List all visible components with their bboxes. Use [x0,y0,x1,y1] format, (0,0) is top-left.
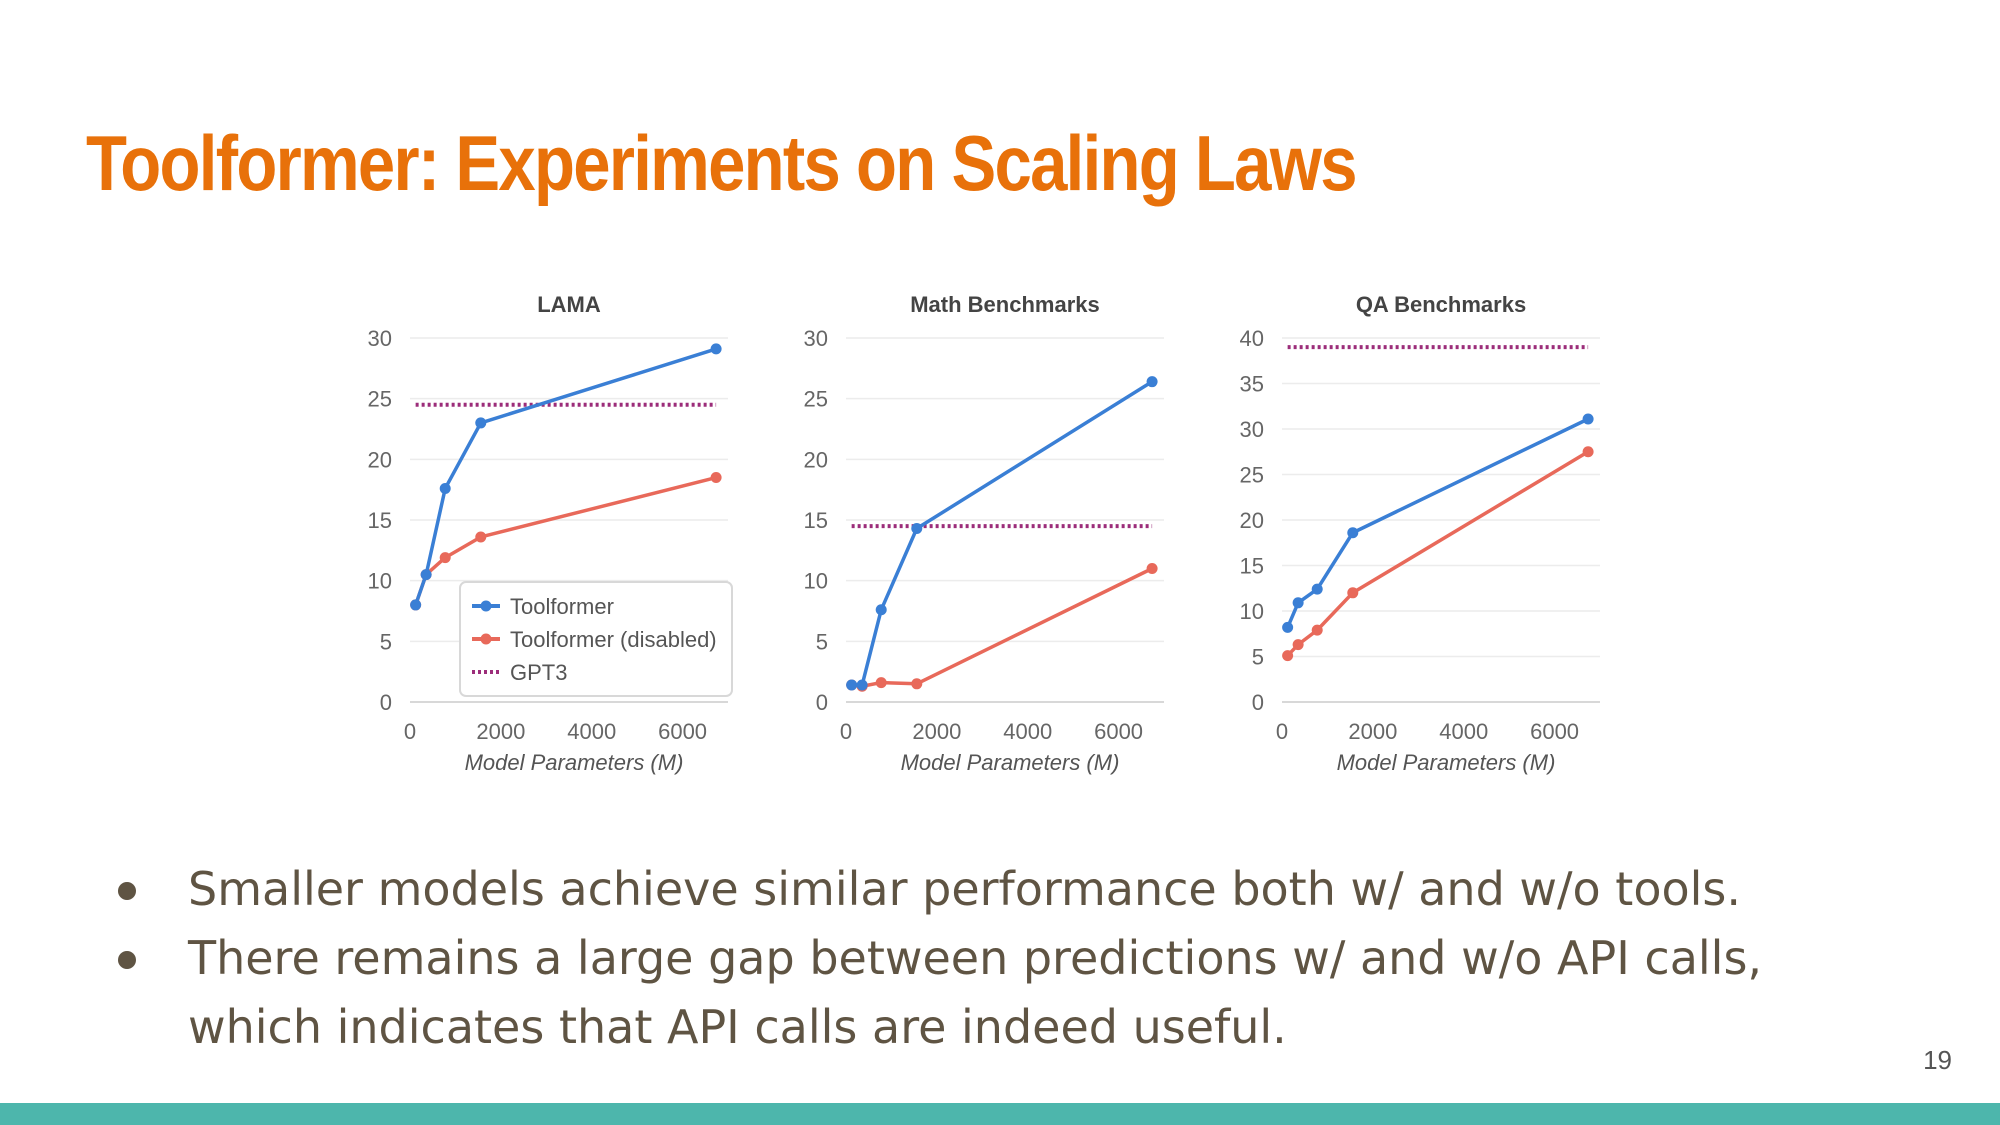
y-tick-label: 15 [368,508,392,533]
legend-marker-toolformer-disabled [480,633,492,645]
data-point-toolformer [410,599,422,611]
data-point-toolformer-disabled [911,678,923,690]
data-point-toolformer [1146,376,1158,388]
x-tick-label: 0 [840,719,852,744]
legend-marker-toolformer [480,600,492,612]
y-tick-label: 5 [380,629,392,654]
legend-box [459,581,733,697]
x-tick-label: 2000 [912,719,961,744]
x-tick-label: 4000 [1439,719,1488,744]
data-point-toolformer-disabled [1146,563,1158,575]
x-tick-label: 0 [404,719,416,744]
data-point-toolformer-disabled [1582,446,1594,458]
data-point-toolformer-disabled [875,677,887,689]
y-tick-label: 25 [368,387,392,412]
data-point-toolformer-disabled [710,472,722,484]
bullet-icon [118,951,136,969]
bullet-item: There remains a large gap between predic… [110,924,1830,1062]
x-tick-label: 0 [1276,719,1288,744]
legend-label-gpt3: GPT3 [510,660,567,685]
x-tick-label: 2000 [1348,719,1397,744]
data-point-toolformer-disabled [475,531,487,543]
y-tick-label: 10 [368,569,392,594]
y-tick-label: 25 [804,387,828,412]
x-tick-label: 2000 [476,719,525,744]
legend-label-toolformer-disabled: Toolformer (disabled) [510,627,717,652]
y-tick-label: 10 [804,569,828,594]
series-line-toolformer [413,347,717,606]
y-tick-label: 35 [1240,372,1264,397]
chart-qa-benchmarks-svg: QA Benchmarks 0 5 10 15 20 25 30 35 40 0 2000 4000 60… [1240,292,1600,775]
y-tick-label: 40 [1240,326,1264,351]
series-line-toolformer [851,380,1154,687]
y-tick-label: 15 [804,508,828,533]
data-point-toolformer [846,679,858,691]
y-tick-label: 0 [816,690,828,715]
page-number: 19 [1923,1045,1952,1075]
data-point-toolformer-disabled [1292,639,1304,651]
data-point-toolformer [1282,621,1294,633]
y-tick-label: 10 [1240,599,1264,624]
x-axis-label: Model Parameters (M) [465,750,684,775]
y-tick-label: 20 [1240,508,1264,533]
chart-title: LAMA [537,292,601,317]
legend-label-toolformer: Toolformer [510,594,614,619]
x-axis-label: Model Parameters (M) [901,750,1120,775]
data-point-toolformer-disabled [1311,624,1323,636]
y-tick-label: 5 [1252,645,1264,670]
y-tick-label: 30 [804,326,828,351]
data-point-toolformer [475,417,487,429]
data-point-toolformer [1292,597,1304,609]
chart-title: QA Benchmarks [1356,292,1526,317]
y-tick-label: 0 [1252,690,1264,715]
bullet-item: Smaller models achieve similar performan… [110,855,1830,924]
chart-lama: LAMA 0 5 10 15 20 25 30 0 2000 4000 6000 Model Param… [328,280,778,790]
x-tick-label: 4000 [567,719,616,744]
data-point-toolformer [1347,527,1359,539]
bullet-list: Smaller models achieve similar performan… [110,855,1830,1062]
footer-bar [0,1103,2000,1125]
chart-lama-svg: LAMA 0 5 10 15 20 25 30 0 2000 4000 6000 Model Param… [368,292,733,775]
y-tick-label: 20 [368,447,392,472]
y-tick-label: 20 [804,447,828,472]
series-line-toolformer [1286,417,1589,629]
data-point-toolformer [1582,413,1594,425]
y-tick-label: 0 [380,690,392,715]
x-tick-label: 6000 [1094,719,1143,744]
series-line-toolformer-disabled [1286,450,1589,657]
data-point-toolformer [439,482,451,494]
data-point-toolformer-disabled [1282,650,1294,662]
data-point-toolformer-disabled [439,552,451,564]
x-tick-label: 6000 [1530,719,1579,744]
bullet-text: Smaller models achieve similar performan… [188,862,1741,916]
data-point-toolformer [710,343,722,355]
data-point-toolformer [875,604,887,616]
y-tick-label: 30 [1240,417,1264,442]
y-tick-label: 5 [816,629,828,654]
data-point-toolformer [911,522,923,534]
bullet-text: There remains a large gap between predic… [188,931,1763,1054]
x-tick-label: 4000 [1003,719,1052,744]
bullet-icon [118,882,136,900]
chart-title: Math Benchmarks [910,292,1100,317]
y-tick-label: 15 [1240,554,1264,579]
series-line-toolformer-disabled [851,566,1153,688]
data-point-toolformer [856,679,868,691]
chart-math-benchmarks-svg: Math Benchmarks 0 5 10 15 20 25 30 0 2000 4000 6000… [804,292,1164,775]
data-point-toolformer [420,569,432,581]
data-point-toolformer-disabled [1347,587,1359,599]
y-tick-label: 25 [1240,463,1264,488]
x-axis-label: Model Parameters (M) [1337,750,1556,775]
x-tick-label: 6000 [658,719,707,744]
y-tick-label: 30 [368,326,392,351]
chart-qa-benchmarks: QA Benchmarks 0 5 10 15 20 25 30 35 40 0 2000 4000 60… [1200,280,1650,790]
slide-title: Toolformer: Experiments on Scaling Laws [86,119,1358,207]
chart-math-benchmarks: Math Benchmarks 0 5 10 15 20 25 30 0 2000 4000 6000… [764,280,1214,790]
data-point-toolformer [1311,583,1323,595]
